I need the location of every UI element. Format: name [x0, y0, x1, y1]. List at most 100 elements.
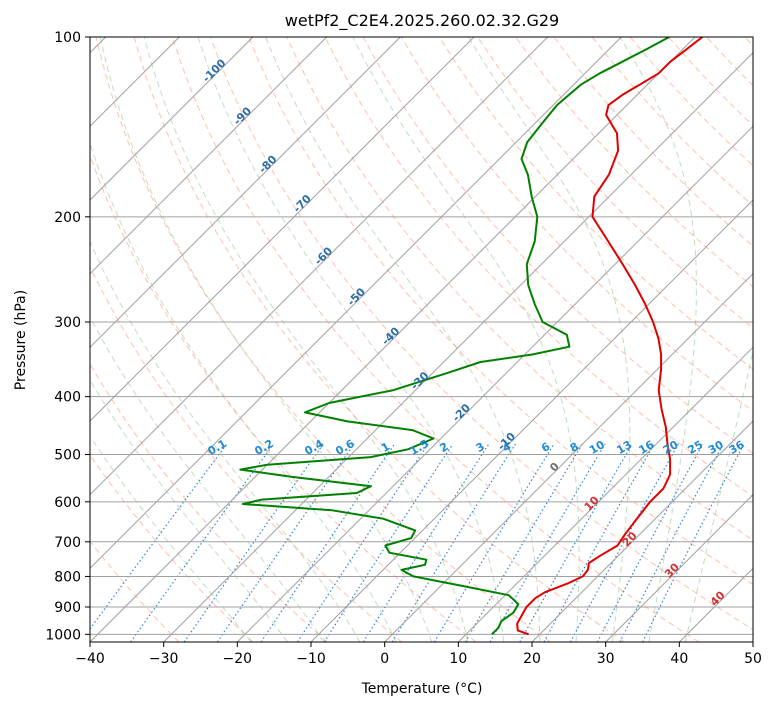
mixing-ratio-label: 2 [438, 440, 451, 455]
y-axis-label: Pressure (hPa) [13, 290, 29, 390]
mixing-ratio-line [323, 443, 454, 642]
mixing-ratio-line [130, 443, 275, 642]
x-tick-label: 40 [670, 651, 688, 667]
isotherm [384, 272, 753, 642]
y-tick-label: 600 [54, 495, 81, 511]
mixing-ratio-line [642, 443, 745, 642]
moist-adiabat [197, 37, 505, 642]
isotherm-label: -50 [345, 285, 368, 308]
isotherm [90, 37, 622, 570]
mixing-ratio-line [489, 443, 606, 642]
chart-title: wetPf2_C2E4.2025.260.02.32.G29 [285, 11, 559, 31]
moist-adiabat [467, 37, 631, 642]
isotherm [90, 37, 254, 201]
isotherm-label: -80 [256, 153, 279, 176]
mixing-ratio-label: 3 [474, 440, 487, 455]
y-tick-label: 400 [54, 390, 81, 406]
dry-adiabat [591, 37, 753, 207]
isotherm [90, 37, 549, 496]
x-tick-label: 0 [380, 651, 389, 667]
plot-frame [89, 36, 754, 643]
isotherm [752, 641, 753, 642]
mixing-ratio-line [543, 443, 655, 642]
dry-adiabat [90, 153, 477, 642]
dry-adiabat [90, 363, 328, 642]
mixing-ratio-line [296, 443, 429, 642]
x-tick-label: 50 [744, 651, 762, 667]
x-axis: −40 −30 −20 −10 0 10 20 30 40 50 [75, 642, 762, 667]
moist-adiabat-label: 10 [582, 493, 602, 513]
moist-adiabat [99, 37, 433, 642]
moist-adiabat-label: 40 [708, 588, 728, 608]
isotherm-label: -70 [291, 192, 314, 215]
isotherm [531, 420, 753, 642]
dry-adiabat [400, 37, 753, 412]
moist-adiabat [90, 315, 325, 642]
moist-adiabat [143, 37, 469, 642]
dry-adiabat [362, 37, 753, 455]
moist-adiabat [352, 37, 580, 642]
y-tick-label: 300 [54, 315, 81, 331]
dry-adiabat [90, 453, 254, 642]
dry-adiabat [90, 265, 403, 642]
moist-adiabat-label: 30 [662, 560, 682, 580]
dry-adiabat [248, 37, 753, 586]
isotherm [90, 37, 475, 422]
series-group [239, 37, 704, 636]
dry-adiabat [133, 37, 625, 642]
mixing-ratio-line [519, 443, 633, 642]
isotherm [605, 493, 753, 642]
y-tick-label: 700 [54, 535, 81, 551]
moist-adiabat [90, 240, 361, 642]
dry-adiabat [477, 37, 753, 329]
dry-adiabat [515, 37, 753, 288]
y-tick-label: 800 [54, 569, 81, 585]
y-tick-label: 500 [54, 448, 81, 464]
isotherm [163, 51, 753, 642]
moist-adiabat [265, 37, 541, 642]
x-tick-label: 30 [597, 651, 615, 667]
moist-adiabat [619, 37, 697, 642]
x-tick-label: 10 [449, 651, 467, 667]
x-tick-label: −40 [75, 651, 105, 667]
moist-adiabat [90, 435, 252, 642]
dry-adiabat [171, 37, 700, 642]
mixing-ratio-line [183, 443, 324, 642]
mixing-ratio-line [391, 443, 516, 642]
dry-adiabat [438, 37, 753, 370]
x-tick-label: −30 [149, 651, 179, 667]
y-tick-label: 200 [54, 210, 81, 226]
isotherm-label: -100 [200, 56, 229, 85]
mixing-ratio-line [260, 443, 396, 642]
isotherm-label: -90 [231, 104, 254, 127]
isotherm [90, 37, 401, 349]
x-tick-label: −10 [296, 651, 326, 667]
mixing-ratio-line [596, 443, 704, 642]
mixing-ratio-label: 6 [539, 440, 552, 455]
x-axis-label: Temperature (°C) [361, 681, 483, 697]
dry-adiabat [668, 37, 753, 127]
isotherm [236, 125, 753, 642]
y-tick-label: 900 [54, 600, 81, 616]
dry-adiabat [324, 37, 753, 498]
moist-adiabat [684, 348, 753, 642]
background-lines [90, 37, 753, 642]
isotherm-label: -30 [408, 369, 431, 392]
y-tick-label: 1000 [45, 627, 81, 643]
isotherm [90, 37, 328, 275]
y-tick-label: 100 [54, 30, 81, 46]
isotherm [310, 199, 753, 642]
mixing-ratio-line [464, 443, 584, 642]
mixing-ratio-line [216, 443, 355, 642]
dry-adiabat [210, 37, 753, 631]
dry-adiabat [286, 37, 753, 541]
isotherm [90, 37, 696, 642]
moist-adiabat-label: 20 [620, 529, 640, 549]
dry-adiabat [95, 37, 551, 642]
isotherm [457, 346, 753, 642]
temperature-profile-line [516, 37, 704, 636]
dry-adiabat [706, 37, 753, 87]
isotherm-label: -40 [379, 324, 402, 347]
dry-adiabat [744, 37, 753, 47]
